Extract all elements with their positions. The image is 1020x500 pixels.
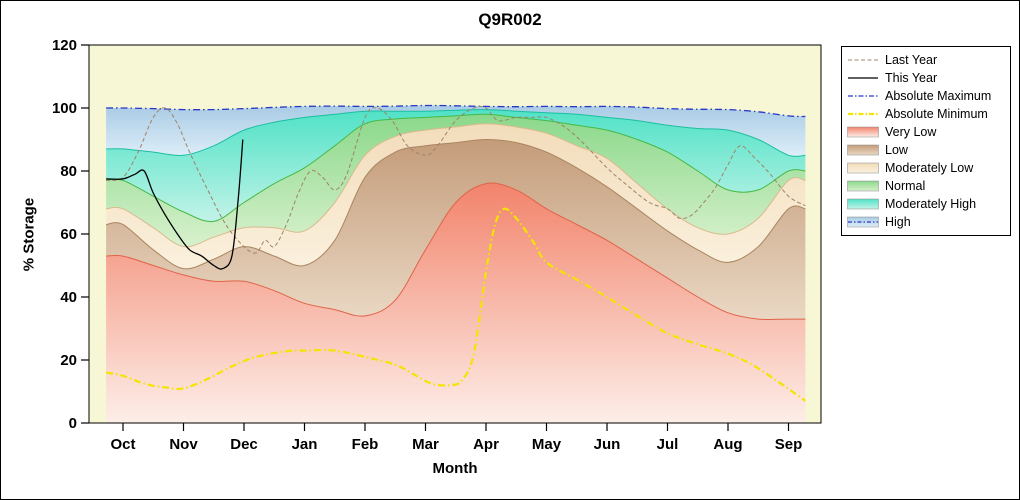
x-tick-label: Jul <box>657 436 679 453</box>
legend-item-last-year: Last Year <box>847 51 1005 69</box>
legend-label: Moderately High <box>885 197 977 211</box>
x-axis-title: Month <box>432 460 478 477</box>
legend-sample-low <box>847 144 879 156</box>
legend-sample-high <box>847 216 879 228</box>
legend-item-absolute-maximum: Absolute Maximum <box>847 87 1005 105</box>
legend-label: Very Low <box>885 125 937 139</box>
x-tick-label: Mar <box>412 436 439 453</box>
y-tick-label: 20 <box>60 352 77 369</box>
legend-sample-absolute-maximum <box>848 95 878 97</box>
band-edge-moderately-low <box>106 123 806 248</box>
legend-item-absolute-minimum: Absolute Minimum <box>847 105 1005 123</box>
legend-sample-this-year <box>848 77 878 79</box>
band-moderately-low <box>106 123 806 269</box>
legend-sample-normal <box>847 180 879 192</box>
plot-area <box>105 104 807 423</box>
band-moderately-high <box>106 109 806 222</box>
band-edge-moderately-high <box>106 109 806 157</box>
legend-label: Absolute Maximum <box>885 89 992 103</box>
x-tick-label: Jun <box>594 436 621 453</box>
legend-label: High <box>885 215 911 229</box>
legend-sample-moderately-low <box>847 162 879 174</box>
band-edge-very-low <box>106 182 806 321</box>
y-tick-label: 0 <box>69 415 77 432</box>
line-absolute-minimum <box>105 207 807 402</box>
y-tick-label: 80 <box>60 163 77 180</box>
legend-label: Last Year <box>885 53 938 67</box>
legend-item-moderately-low: Moderately Low <box>847 159 1005 177</box>
line-last-year <box>106 105 806 254</box>
band-high <box>106 105 806 157</box>
x-tick-label: Oct <box>110 436 135 453</box>
legend-item-low: Low <box>847 141 1005 159</box>
legend-sample-last-year <box>848 59 878 61</box>
y-tick-label: 40 <box>60 289 77 306</box>
line-absolute-maximum <box>106 104 806 118</box>
x-tick-label: May <box>532 436 562 453</box>
legend-sample-moderately-high <box>847 198 879 210</box>
y-tick-label: 120 <box>52 37 77 54</box>
x-tick-label: Nov <box>169 436 198 453</box>
legend-item-moderately-high: Moderately High <box>847 195 1005 213</box>
band-edge-low <box>106 138 806 270</box>
legend-sample-absolute-minimum <box>848 112 878 116</box>
legend-label: Low <box>885 143 908 157</box>
chart-title: Q9R002 <box>478 10 542 29</box>
line-this-year <box>106 139 244 270</box>
legend-label: Normal <box>885 179 926 193</box>
legend-item-normal: Normal <box>847 177 1005 195</box>
legend-item-this-year: This Year <box>847 69 1005 87</box>
x-tick-label: Jan <box>292 436 318 453</box>
legend: Last Year This Year Absolute Maximum Absolu… <box>841 46 1011 236</box>
legend-label: This Year <box>885 71 938 85</box>
x-tick-label: Apr <box>473 436 499 453</box>
y-tick-label: 100 <box>52 100 77 117</box>
band-edge-normal <box>106 113 806 223</box>
x-tick-label: Feb <box>352 436 379 453</box>
x-tick-label: Sep <box>775 436 803 453</box>
legend-item-high: High <box>847 213 1005 231</box>
legend-sample-very-low <box>847 126 879 138</box>
band-very-low <box>106 183 806 423</box>
y-tick-label: 60 <box>60 226 77 243</box>
legend-label: Moderately Low <box>885 161 974 175</box>
legend-label: Absolute Minimum <box>885 107 988 121</box>
legend-item-very-low: Very Low <box>847 123 1005 141</box>
band-low <box>106 139 806 320</box>
x-tick-label: Dec <box>230 436 258 453</box>
x-tick-label: Aug <box>713 436 742 453</box>
band-normal <box>106 114 806 247</box>
